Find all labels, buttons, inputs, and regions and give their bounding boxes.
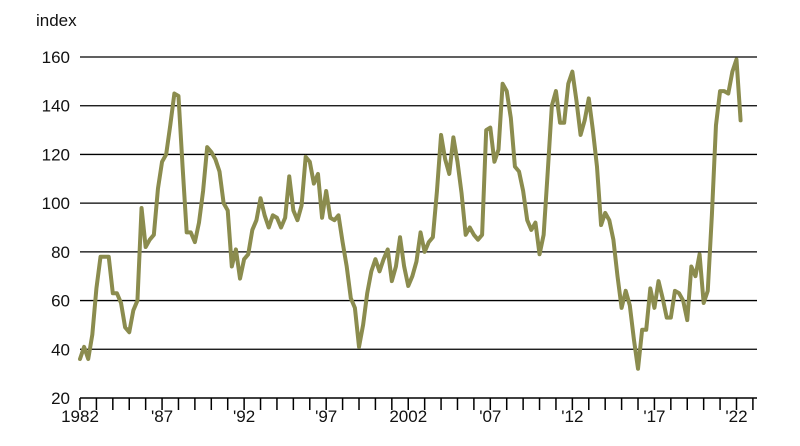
x-tick-labels: 1982 '87 '92 '97 2002 '07 '12 '17 '22: [61, 407, 747, 426]
series-line-0: [78, 57, 743, 371]
y-tick-label-100: 100: [42, 194, 70, 213]
y-tick-label-160: 160: [42, 48, 70, 67]
y-tick-label-20: 20: [51, 389, 70, 408]
x-ticks: [79, 398, 754, 410]
y-tick-label-120: 120: [42, 145, 70, 164]
x-tick-label-2022: '22: [725, 407, 747, 426]
x-tick-label-2012: '12: [561, 407, 583, 426]
y-tick-label-60: 60: [51, 292, 70, 311]
x-tick-label-1982: 1982: [61, 407, 99, 426]
x-tick-label-1992: '92: [233, 407, 255, 426]
x-tick-label-2007: '07: [479, 407, 501, 426]
y-tick-label-140: 140: [42, 97, 70, 116]
y-axis-unit-label: index: [36, 11, 77, 30]
y-tick-labels: 20 40 60 80 100 120 140 160: [42, 48, 70, 408]
y-tick-label-40: 40: [51, 340, 70, 359]
x-tick-label-2017: '17: [643, 407, 665, 426]
x-tick-label-1997: '97: [315, 407, 337, 426]
series-group: [78, 57, 743, 371]
x-tick-label-1987: '87: [151, 407, 173, 426]
x-tick-label-2002: 2002: [389, 407, 427, 426]
y-tick-label-80: 80: [51, 243, 70, 262]
